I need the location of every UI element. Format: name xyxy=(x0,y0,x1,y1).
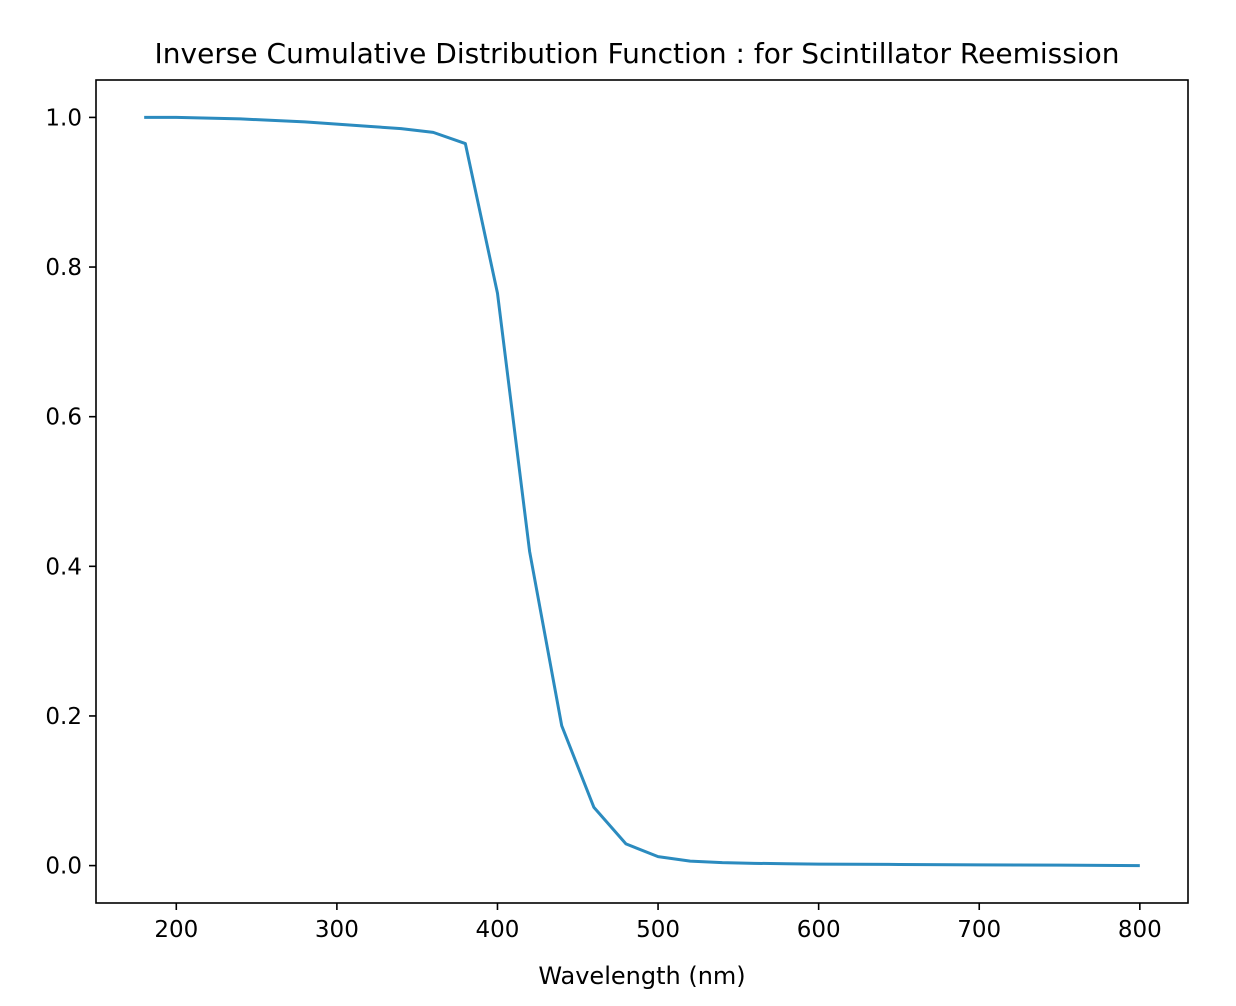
plot-content xyxy=(144,115,1140,868)
x-tick-label: 500 xyxy=(636,917,680,943)
x-tick-label: 400 xyxy=(476,917,520,943)
y-tick-label: 0.2 xyxy=(45,704,82,730)
y-tick-label: 1.0 xyxy=(45,105,82,131)
y-tick-label: 0.8 xyxy=(45,255,82,281)
plot-frame xyxy=(95,79,1189,904)
x-tick-label: 200 xyxy=(154,917,198,943)
x-tick-label: 300 xyxy=(315,917,359,943)
y-tick-label: 0.0 xyxy=(45,854,82,880)
x-tick-label: 700 xyxy=(957,917,1001,943)
x-tick-label: 800 xyxy=(1118,917,1162,943)
chart-title: Inverse Cumulative Distribution Function… xyxy=(155,37,1120,70)
y-tick-label: 0.4 xyxy=(45,554,82,580)
y-tick-label: 0.6 xyxy=(45,405,82,431)
series-line-0 xyxy=(144,115,1140,868)
x-tick-label: 600 xyxy=(797,917,841,943)
x-axis-label: Wavelength (nm) xyxy=(538,962,745,990)
x-axis: 200 300 400 500 600 700 800 xyxy=(154,903,1162,943)
y-axis: 0.0 0.2 0.4 0.6 0.8 1.0 xyxy=(45,105,96,880)
